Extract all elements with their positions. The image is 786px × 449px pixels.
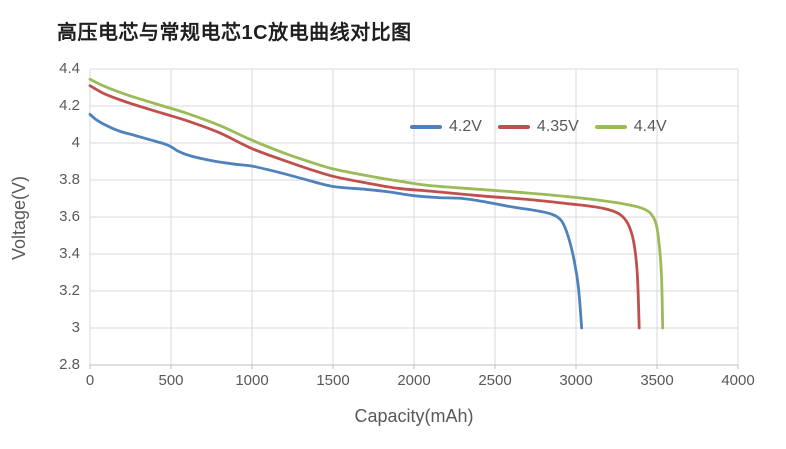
y-tick-label: 4.4 <box>59 60 80 77</box>
x-tick-label: 500 <box>158 372 184 389</box>
x-axis-title: Capacity(mAh) <box>354 406 474 426</box>
chart-title: 高压电芯与常规电芯1C放电曲线对比图 <box>57 22 412 44</box>
legend-item-4.35V: 4.35V <box>497 118 579 136</box>
x-tick-label: 3500 <box>640 372 674 389</box>
y-tick-label: 3.2 <box>59 282 80 299</box>
legend-swatch-icon <box>497 125 530 129</box>
y-tick-label: 2.8 <box>59 356 80 373</box>
x-tick-label: 4000 <box>721 372 755 389</box>
y-tick-label: 4 <box>71 134 80 151</box>
y-tick-label: 3.6 <box>59 208 80 225</box>
series-line-4.35V <box>88 84 641 330</box>
x-tick-label: 2500 <box>478 372 512 389</box>
legend-swatch-icon <box>594 125 627 129</box>
legend-item-4.4V: 4.4V <box>594 118 667 136</box>
y-tick-label: 4.2 <box>59 97 80 114</box>
legend-swatch-icon <box>410 125 442 129</box>
x-tick-label: 1000 <box>235 372 269 389</box>
series-line-4.2V <box>88 112 584 330</box>
legend-label: 4.35V <box>536 118 579 135</box>
x-tick-label: 0 <box>85 372 95 389</box>
x-tick-label: 1500 <box>316 372 350 389</box>
y-tick-label: 3 <box>71 319 80 336</box>
x-tick-label: 3000 <box>559 372 593 389</box>
legend-item-4.2V: 4.2V <box>410 118 482 136</box>
legend-label: 4.2V <box>449 118 482 135</box>
chart-legend: 4.2V 4.35V 4.4V <box>410 116 667 138</box>
y-tick-label: 3.4 <box>59 245 80 262</box>
legend-label: 4.4V <box>633 118 667 135</box>
series-line-4.4V <box>88 77 665 330</box>
y-tick-label: 3.8 <box>59 171 80 188</box>
x-tick-label: 2000 <box>397 372 431 389</box>
